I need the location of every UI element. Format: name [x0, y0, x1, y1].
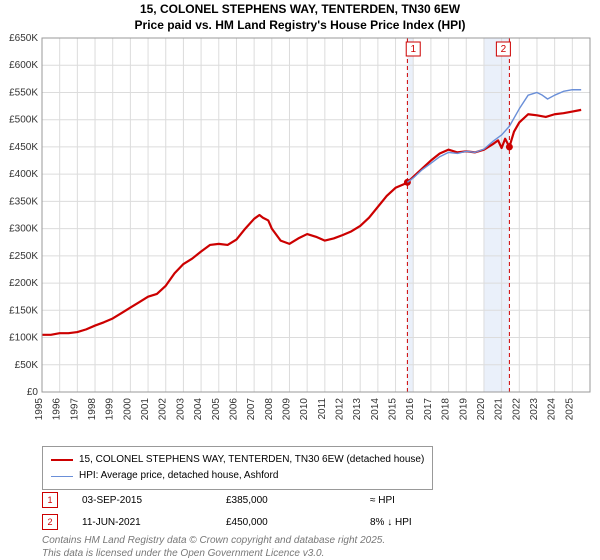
x-tick-label: 2005: [211, 398, 222, 421]
svg-text:2: 2: [501, 44, 507, 55]
y-tick-label: £150K: [9, 305, 38, 316]
event-price: £385,000: [226, 495, 346, 506]
x-tick-label: 2024: [547, 398, 558, 421]
x-tick-label: 2008: [264, 398, 275, 421]
x-tick-label: 2007: [246, 398, 257, 421]
event-price: £450,000: [226, 517, 346, 528]
legend-label: HPI: Average price, detached house, Ashf…: [79, 468, 278, 484]
x-tick-label: 1997: [69, 398, 80, 421]
x-tick-label: 2015: [388, 398, 399, 421]
x-tick-label: 2013: [352, 398, 363, 421]
event-date: 11-JUN-2021: [82, 517, 202, 528]
y-tick-label: £50K: [15, 360, 39, 371]
event-date: 03-SEP-2015: [82, 495, 202, 506]
y-tick-label: £450K: [9, 142, 38, 153]
legend: 15, COLONEL STEPHENS WAY, TENTERDEN, TN3…: [42, 446, 433, 490]
x-tick-label: 2022: [511, 398, 522, 421]
x-tick-label: 2014: [370, 398, 381, 421]
x-tick-label: 1995: [34, 398, 45, 421]
event-row: 2 11-JUN-2021 £450,000 8% ↓ HPI: [42, 514, 470, 530]
events-table: 1 03-SEP-2015 £385,000 ≈ HPI 2 11-JUN-2021 £45…: [42, 492, 470, 536]
footer-line2: This data is licensed under the Open Gov…: [42, 548, 324, 559]
y-tick-label: £350K: [9, 196, 38, 207]
event-note: 8% ↓ HPI: [370, 517, 470, 528]
x-tick-label: 2016: [405, 398, 416, 421]
x-tick-label: 2001: [140, 398, 151, 421]
y-tick-label: £250K: [9, 251, 38, 262]
event-note: ≈ HPI: [370, 495, 470, 506]
y-tick-label: £300K: [9, 224, 38, 235]
svg-text:1: 1: [410, 44, 416, 55]
x-tick-label: 2010: [299, 398, 310, 421]
x-tick-label: 2018: [441, 398, 452, 421]
x-tick-label: 1996: [52, 398, 63, 421]
x-tick-label: 2012: [335, 398, 346, 421]
footer-line1: Contains HM Land Registry data © Crown c…: [42, 535, 385, 546]
x-tick-label: 2025: [564, 398, 575, 421]
y-tick-label: £500K: [9, 115, 38, 126]
footer-attribution: Contains HM Land Registry data © Crown c…: [42, 534, 385, 560]
data-point: [506, 143, 513, 150]
y-tick-label: £650K: [9, 33, 38, 44]
x-tick-label: 2006: [228, 398, 239, 421]
x-tick-label: 2000: [122, 398, 133, 421]
y-tick-label: £100K: [9, 333, 38, 344]
x-tick-label: 2023: [529, 398, 540, 421]
line-chart: £0 £50K £100K £150K £200K £250K £300K £350K £400…: [0, 0, 600, 446]
x-tick-label: 2011: [317, 398, 328, 420]
x-tick-label: 2003: [175, 398, 186, 421]
event-marker-box: 1: [42, 492, 58, 508]
y-tick-label: £600K: [9, 60, 38, 71]
y-tick-label: £550K: [9, 87, 38, 98]
legend-item: HPI: Average price, detached house, Ashf…: [51, 468, 424, 484]
x-tick-label: 2004: [193, 398, 204, 421]
legend-item: 15, COLONEL STEPHENS WAY, TENTERDEN, TN3…: [51, 452, 424, 468]
event-row: 1 03-SEP-2015 £385,000 ≈ HPI: [42, 492, 470, 508]
x-tick-label: 2020: [476, 398, 487, 421]
x-tick-label: 1998: [87, 398, 98, 421]
y-tick-label: £200K: [9, 278, 38, 289]
legend-label: 15, COLONEL STEPHENS WAY, TENTERDEN, TN3…: [79, 452, 424, 468]
x-tick-label: 2002: [158, 398, 169, 421]
x-tick-label: 1999: [105, 398, 116, 421]
x-tick-label: 2019: [458, 398, 469, 421]
legend-swatch: [51, 476, 73, 477]
x-tick-label: 2021: [494, 398, 505, 421]
x-tick-label: 2009: [281, 398, 292, 421]
y-tick-label: £0: [27, 387, 39, 398]
event-marker-box: 2: [42, 514, 58, 530]
y-tick-label: £400K: [9, 169, 38, 180]
legend-swatch: [51, 459, 73, 461]
x-tick-label: 2017: [423, 398, 434, 421]
